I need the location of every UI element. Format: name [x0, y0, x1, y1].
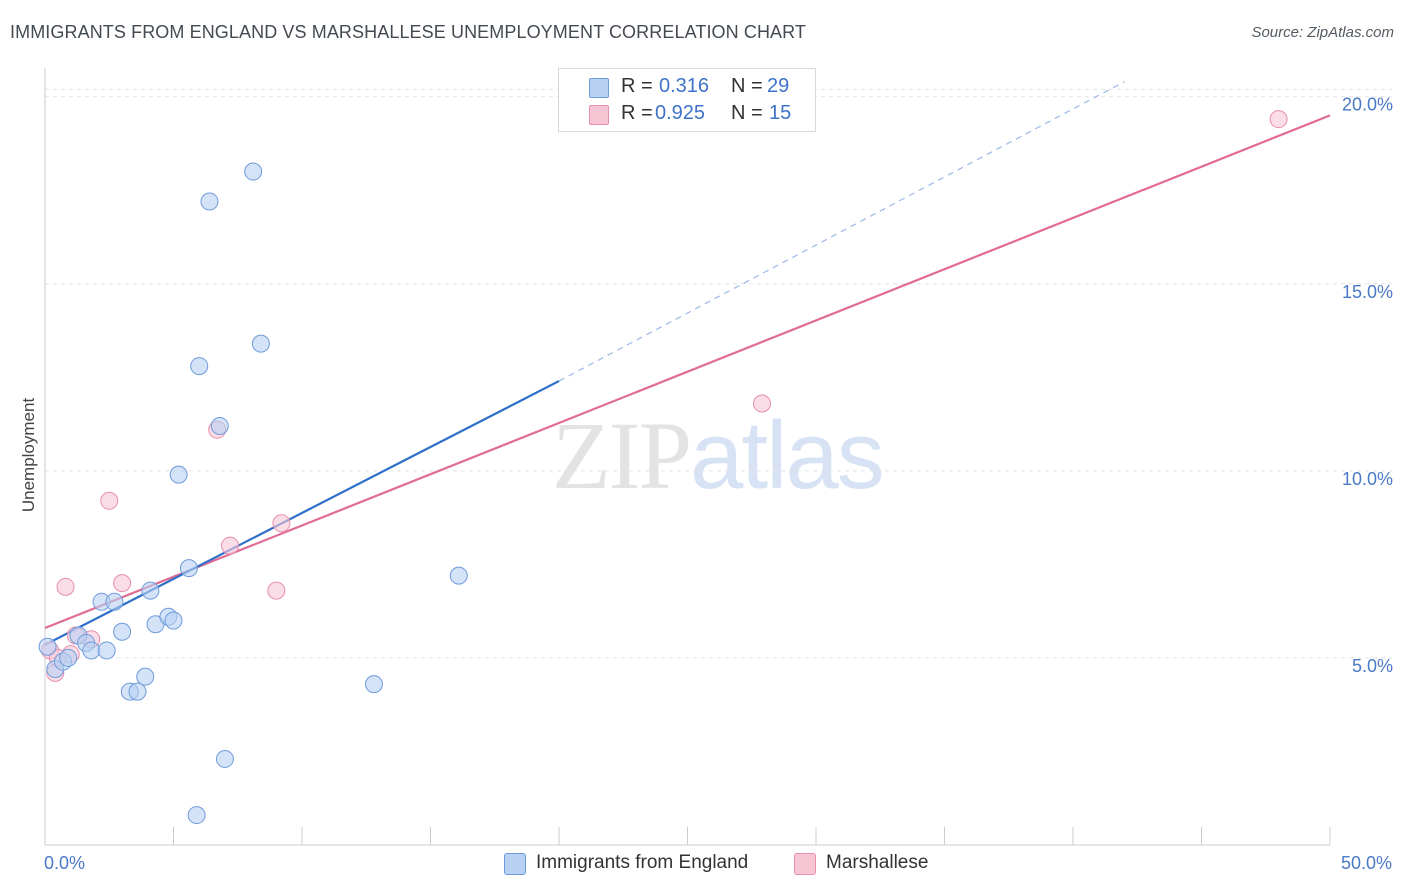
- england-point: [113, 622, 132, 641]
- england-point: [105, 592, 124, 611]
- tick-labels: 5.0% 10.0% 15.0% 20.0% 0.0% 50.0%: [44, 95, 1393, 873]
- marshallese-point: [56, 577, 75, 596]
- england-point: [59, 648, 78, 667]
- chart-title: IMMIGRANTS FROM ENGLAND VS MARSHALLESE U…: [10, 22, 807, 42]
- england-point: [141, 581, 160, 600]
- legend-n-value: 29: [767, 75, 790, 97]
- bottom-legend-swatch-marshallese: [794, 853, 816, 875]
- legend-swatch-marshallese: [589, 105, 609, 125]
- trend-line-england-extension: [558, 81, 1125, 382]
- marshallese-point: [100, 491, 119, 510]
- marshallese-point: [267, 581, 286, 600]
- legend-n-value: 15: [769, 102, 792, 124]
- stats-legend: R = 0.316 N = 29 R = 0.925 N = 15: [558, 68, 816, 132]
- trend-line-marshallese: [44, 114, 1331, 630]
- england-point: [364, 675, 383, 694]
- watermark: ZIPatlas: [552, 400, 885, 511]
- bottom-legend-label-england: Immigrants from England: [536, 852, 749, 873]
- data-points: [38, 110, 1288, 825]
- source-label: Source: ZipAtlas.com: [1251, 24, 1394, 41]
- england-point: [215, 749, 234, 768]
- x-tick-label: 50.0%: [1341, 853, 1392, 873]
- axes: [44, 68, 1331, 846]
- marshallese-point: [753, 394, 772, 413]
- england-point: [169, 465, 188, 484]
- y-tick-label: 5.0%: [1352, 656, 1393, 676]
- england-point: [128, 682, 147, 701]
- england-point: [97, 641, 116, 660]
- bottom-legend-label-marshallese: Marshallese: [826, 852, 929, 873]
- legend-r-label: R =: [621, 102, 653, 124]
- watermark-atlas: atlas: [690, 402, 885, 509]
- england-point: [190, 357, 209, 376]
- legend-r-value: 0.316: [659, 75, 710, 97]
- england-point: [82, 641, 101, 660]
- marshallese-point: [113, 574, 132, 593]
- england-point: [449, 566, 468, 585]
- legend-row-england: R = 0.316 N = 29: [559, 75, 815, 101]
- legend-row-marshallese: R = 0.925 N = 15: [559, 102, 815, 128]
- y-tick-label: 20.0%: [1342, 95, 1393, 115]
- y-tick-label: 15.0%: [1342, 282, 1393, 302]
- england-point: [200, 192, 219, 211]
- trend-line-england: [44, 380, 560, 646]
- watermark-zip: ZIP: [552, 402, 692, 509]
- marshallese-point: [272, 514, 291, 533]
- marshallese-point: [221, 536, 240, 555]
- x-tick-label: 0.0%: [44, 853, 85, 873]
- legend-n-label: N =: [731, 75, 763, 97]
- trend-lines: [44, 81, 1331, 646]
- y-axis-label: Unemployment: [19, 398, 38, 513]
- england-point: [244, 162, 263, 181]
- england-point: [187, 806, 206, 825]
- england-point: [164, 611, 183, 630]
- marshallese-point: [1269, 110, 1288, 129]
- england-point: [210, 416, 229, 435]
- y-tick-label: 10.0%: [1342, 469, 1393, 489]
- legend-n-label: N =: [731, 102, 763, 124]
- bottom-legend-swatch-england: [504, 853, 526, 875]
- legend-r-value: 0.925: [655, 102, 706, 124]
- england-point: [38, 637, 57, 656]
- england-point: [179, 559, 198, 578]
- legend-swatch-england: [589, 78, 609, 98]
- england-point: [251, 334, 270, 353]
- legend-r-label: R =: [621, 75, 653, 97]
- england-point: [136, 667, 155, 686]
